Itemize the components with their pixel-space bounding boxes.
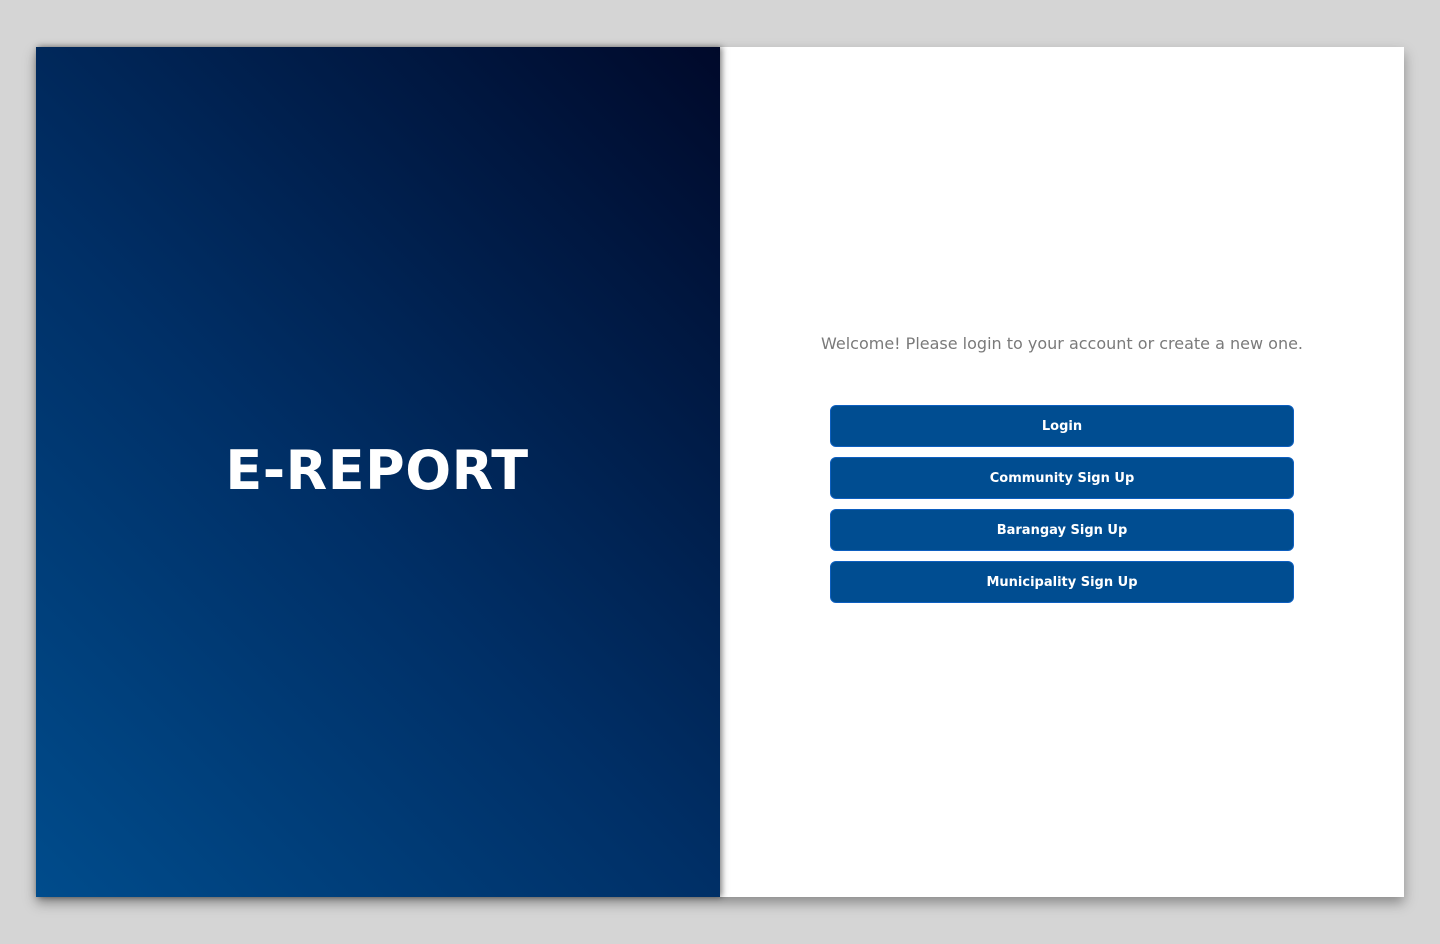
brand-title: E-REPORT [225,438,529,502]
auth-button-group: Login Community Sign Up Barangay Sign Up… [830,405,1294,603]
brand-panel: E-REPORT [36,47,720,897]
auth-panel: Welcome! Please login to your account or… [720,47,1404,897]
login-button[interactable]: Login [830,405,1294,447]
municipality-signup-button[interactable]: Municipality Sign Up [830,561,1294,603]
community-signup-button[interactable]: Community Sign Up [830,457,1294,499]
auth-card: E-REPORT Welcome! Please login to your a… [36,47,1404,897]
barangay-signup-button[interactable]: Barangay Sign Up [830,509,1294,551]
welcome-message: Welcome! Please login to your account or… [820,334,1304,353]
